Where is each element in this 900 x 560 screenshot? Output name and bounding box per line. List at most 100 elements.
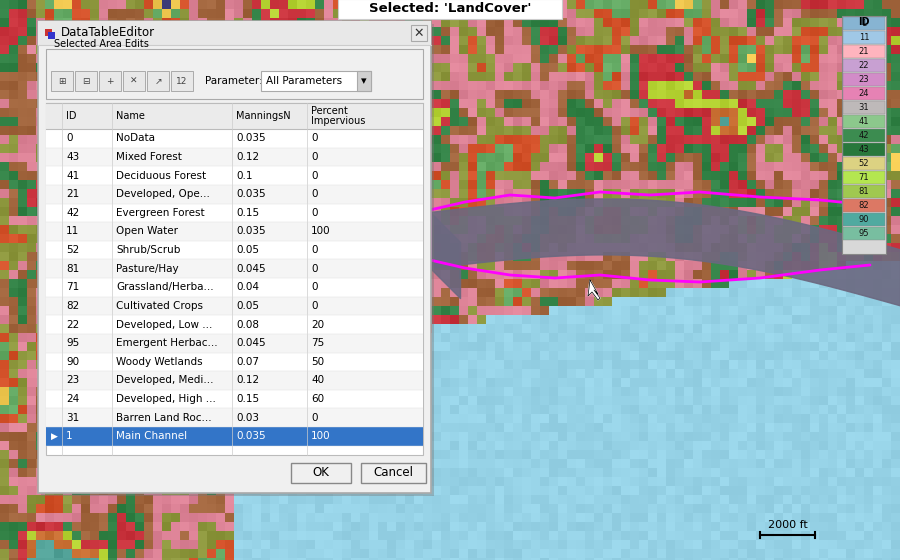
Bar [351,126,360,135]
Bar [243,72,252,81]
Bar [117,369,126,378]
Bar [360,360,369,369]
Bar [279,45,288,54]
Bar [567,351,576,360]
Bar [882,18,891,27]
Bar [513,108,522,117]
Bar [459,207,468,216]
Bar [225,180,234,189]
Bar [531,297,540,306]
Bar [657,441,666,450]
Bar [882,441,891,450]
Bar [351,9,360,18]
Bar [54,36,63,45]
Bar [261,108,270,117]
Bar [243,405,252,414]
Bar [99,450,108,459]
Bar [225,36,234,45]
Bar [9,180,18,189]
Bar [675,486,684,495]
Bar [81,9,90,18]
Bar [45,396,54,405]
Text: OK: OK [312,466,329,479]
Bar [639,459,648,468]
Bar [720,153,729,162]
Bar [486,288,495,297]
Bar [765,333,774,342]
Bar [90,144,99,153]
Bar [333,297,342,306]
Bar [288,36,297,45]
Bar [711,225,720,234]
Bar [468,279,477,288]
Bar [117,135,126,144]
Bar [693,234,702,243]
Bar [189,495,198,504]
Bar [657,27,666,36]
Bar [765,63,774,72]
Bar [126,9,135,18]
Bar [720,522,729,531]
Bar [828,405,837,414]
Bar [864,144,873,153]
Bar [135,468,144,477]
Bar [333,9,342,18]
Bar [252,81,261,90]
Bar [252,261,261,270]
Bar [180,441,189,450]
Bar [36,432,45,441]
Bar [603,261,612,270]
Bar [423,414,432,423]
Bar [405,423,414,432]
Bar [243,549,252,558]
Bar [612,495,621,504]
Bar [837,387,846,396]
Bar [594,495,603,504]
Bar [333,360,342,369]
Bar [774,540,783,549]
Bar [450,360,459,369]
Bar [450,90,459,99]
Bar [666,351,675,360]
Bar [306,450,315,459]
Bar [378,423,387,432]
Bar [468,486,477,495]
Bar [837,450,846,459]
Bar [801,45,810,54]
Bar [198,351,207,360]
Bar [324,135,333,144]
Bar [648,18,657,27]
Bar [279,477,288,486]
Bar [504,36,513,45]
Bar [567,63,576,72]
Bar [297,459,306,468]
Bar [261,432,270,441]
Bar [252,126,261,135]
Bar [828,540,837,549]
Bar [288,459,297,468]
Bar [738,423,747,432]
Bar [432,108,441,117]
Bar [306,405,315,414]
Bar [774,432,783,441]
Bar [792,144,801,153]
Bar [198,513,207,522]
Bar [630,468,639,477]
Bar [720,81,729,90]
Bar [441,351,450,360]
Bar [153,81,162,90]
Bar [540,234,549,243]
Bar [783,414,792,423]
Bar [144,90,153,99]
Bar [657,171,666,180]
Bar [99,369,108,378]
Bar [756,171,765,180]
Bar [414,9,423,18]
Bar [864,378,873,387]
Bar [675,432,684,441]
Bar [504,9,513,18]
Bar [855,261,864,270]
Bar [144,549,153,558]
Bar [576,135,585,144]
Bar [801,459,810,468]
